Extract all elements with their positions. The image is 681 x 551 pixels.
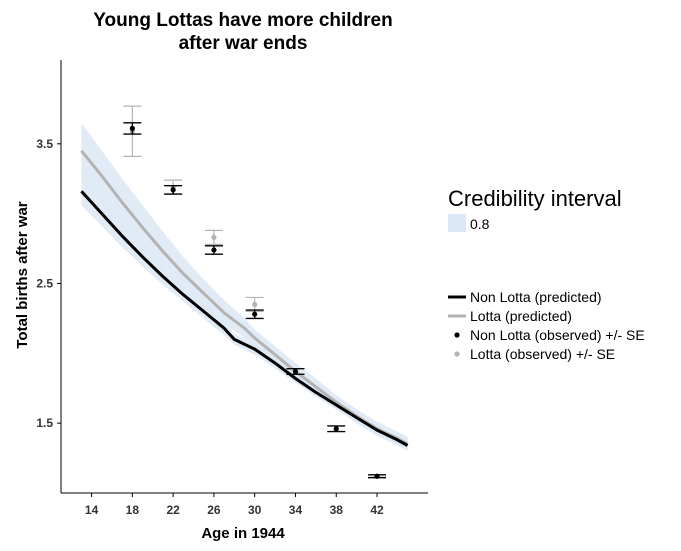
observed-point-non-lotta-observed-se-38 xyxy=(327,425,346,433)
ribbon-lotta-predicted xyxy=(81,122,408,452)
line-non-lotta-predicted xyxy=(80,190,409,447)
point-marker xyxy=(129,125,135,132)
x-tick-label-26: 26 xyxy=(207,503,221,517)
y-tick-label-2: 3.5 xyxy=(36,137,53,151)
observed-point-non-lotta-observed-se-26 xyxy=(204,245,223,255)
plot-area xyxy=(80,105,409,479)
observed-point-non-lotta-observed-se-34 xyxy=(286,367,305,375)
point-marker xyxy=(374,473,380,479)
legend-entries: Non Lotta (predicted) Lotta (predicted) No… xyxy=(448,289,645,362)
point-marker xyxy=(292,368,299,375)
x-axis-ticks: 14 18 22 26 30 34 38 42 xyxy=(85,493,384,517)
credibility-ribbons xyxy=(81,122,408,452)
point-marker xyxy=(252,311,258,317)
observed-point-non-lotta-observed-se-18 xyxy=(123,122,142,135)
x-tick-label-34: 34 xyxy=(289,503,303,517)
legend: Credibility interval 0.8 Non Lotta (pred… xyxy=(448,186,645,362)
chart-title-line-2: after war ends xyxy=(179,33,308,54)
point-marker xyxy=(211,247,217,253)
chart-title-line-1: Young Lottas have more children xyxy=(93,10,392,31)
point-marker xyxy=(252,301,258,308)
legend-entry-label: Lotta (observed) +/- SE xyxy=(470,346,615,362)
legend-entry-label: Lotta (predicted) xyxy=(470,308,572,324)
observed-point-non-lotta-observed-se-30 xyxy=(245,309,264,320)
legend-point-swatch xyxy=(454,351,460,357)
x-tick-label-14: 14 xyxy=(85,503,99,517)
y-axis-title: Total births after war xyxy=(14,201,31,348)
x-tick-label-18: 18 xyxy=(126,503,140,517)
x-tick-label-22: 22 xyxy=(166,503,180,517)
y-tick-label-1: 2.5 xyxy=(36,276,53,290)
legend-ribbon-title: Credibility interval xyxy=(448,186,622,211)
prediction-lines xyxy=(80,149,409,447)
x-tick-label-42: 42 xyxy=(370,503,384,517)
legend-entry-non-lotta-observed-se: Non Lotta (observed) +/- SE xyxy=(454,327,645,343)
legend-entry-label: Non Lotta (predicted) xyxy=(470,289,602,305)
legend-entry-label: Non Lotta (observed) +/- SE xyxy=(470,327,645,343)
observed-point-lotta-observed-se-26 xyxy=(204,229,223,245)
x-axis-title: Age in 1944 xyxy=(201,525,285,542)
y-axis-ticks: 1.5 2.5 3.5 xyxy=(36,137,61,430)
x-tick-label-38: 38 xyxy=(330,503,344,517)
legend-ribbon-label: 0.8 xyxy=(470,216,490,232)
point-marker xyxy=(211,234,217,240)
legend-entry-lotta-observed-se: Lotta (observed) +/- SE xyxy=(454,346,615,362)
point-marker xyxy=(170,187,176,193)
observed-point-non-lotta-observed-se-42 xyxy=(368,473,387,479)
x-tick-label-30: 30 xyxy=(248,503,262,517)
observed-point-non-lotta-observed-se-22 xyxy=(164,185,183,195)
legend-entry-lotta-predicted: Lotta (predicted) xyxy=(448,308,572,324)
legend-ribbon-swatch xyxy=(448,214,466,232)
legend-point-swatch xyxy=(454,332,460,338)
observed-points xyxy=(123,105,387,479)
point-marker xyxy=(333,426,339,432)
y-tick-label-0: 1.5 xyxy=(36,416,53,430)
legend-entry-non-lotta-predicted: Non Lotta (predicted) xyxy=(448,289,602,305)
